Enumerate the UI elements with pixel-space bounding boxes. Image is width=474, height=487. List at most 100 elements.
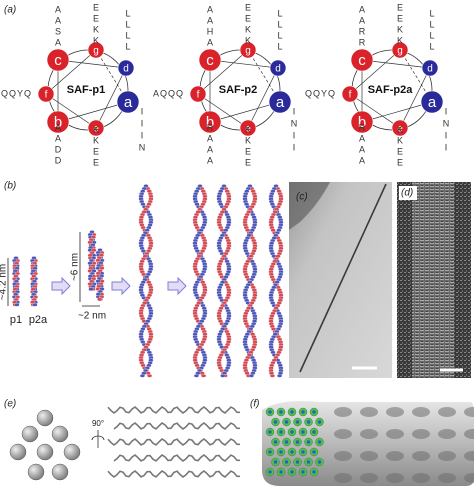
heptad-letter: a bbox=[428, 94, 437, 111]
sequence-residue: I bbox=[445, 142, 448, 152]
sequence-residue: E bbox=[245, 13, 251, 23]
tube-groove bbox=[334, 451, 352, 461]
arrow bbox=[167, 276, 187, 296]
sequence-residue: N bbox=[139, 142, 146, 152]
wheel-connector bbox=[209, 59, 279, 69]
coiled-coil bbox=[138, 184, 154, 378]
fibril-core bbox=[301, 430, 305, 434]
fibril-core bbox=[268, 470, 272, 474]
heptad-letter: f bbox=[349, 90, 352, 101]
sequence-residue: L bbox=[429, 41, 434, 51]
sequence-residue: K bbox=[93, 24, 99, 34]
heptad-letter: g bbox=[245, 46, 251, 57]
fibril-core bbox=[268, 430, 272, 434]
helix-cross-section bbox=[36, 443, 54, 461]
sequence-residue: K bbox=[93, 35, 99, 45]
fibril-core bbox=[306, 440, 311, 444]
fibril-core bbox=[317, 460, 322, 464]
heptad-position bbox=[239, 41, 257, 59]
sequence-residue: A bbox=[207, 155, 213, 165]
sequence-residue: A bbox=[207, 144, 213, 154]
coiled-coil bbox=[11, 256, 21, 307]
sequence-residue: A bbox=[359, 144, 365, 154]
sequence-residue: A bbox=[55, 4, 61, 14]
sequence-residue: E bbox=[93, 2, 99, 12]
sequence-residue: S bbox=[55, 26, 61, 36]
sequence-residue: I bbox=[141, 118, 144, 128]
heptad-letter: e bbox=[93, 124, 99, 135]
peptide-name: SAF-p2a bbox=[368, 84, 414, 96]
heptad-position bbox=[189, 85, 207, 103]
fibril-core bbox=[317, 440, 322, 444]
fibril-core bbox=[290, 410, 294, 414]
sequence-residue: D bbox=[55, 155, 62, 165]
sequence-residue: R bbox=[207, 122, 214, 132]
heptad-position bbox=[268, 90, 292, 114]
wheel-connector bbox=[349, 93, 401, 129]
sequence-residue: A bbox=[55, 15, 61, 25]
tube-groove bbox=[464, 429, 474, 439]
heptad-letter: d bbox=[427, 64, 433, 75]
helix-cross-section bbox=[63, 443, 81, 461]
helix-residue bbox=[88, 287, 94, 291]
wheel-connector bbox=[209, 101, 281, 123]
sequence-residue: I bbox=[293, 106, 296, 116]
sequence-residue: L bbox=[429, 8, 434, 18]
tube-groove bbox=[360, 473, 378, 483]
sequence-residue: L bbox=[125, 30, 130, 40]
fibril-core bbox=[295, 440, 300, 444]
rotation-label: 90° bbox=[92, 419, 104, 428]
tube-groove bbox=[412, 473, 430, 483]
wheel-connector bbox=[95, 67, 127, 129]
peptide-name: SAF-p2 bbox=[219, 84, 258, 96]
tube-groove bbox=[438, 429, 456, 439]
heptad-letter: e bbox=[245, 124, 251, 135]
helix-residue bbox=[248, 374, 254, 378]
wheel-connector bbox=[197, 49, 249, 95]
coiled-coil bbox=[95, 248, 105, 302]
panel-label: (d) bbox=[401, 188, 413, 199]
tube-groove bbox=[412, 451, 430, 461]
sequence-residue: A bbox=[359, 4, 365, 14]
tube-groove bbox=[438, 451, 456, 461]
heptad-position bbox=[117, 59, 135, 77]
wheel-connector bbox=[45, 49, 97, 95]
wheel-connector bbox=[57, 59, 127, 69]
heptad-letter: f bbox=[197, 90, 200, 101]
tube-groove bbox=[438, 473, 456, 483]
sequence-residue: N bbox=[291, 118, 298, 128]
sequence-residue: E bbox=[245, 157, 251, 167]
fibre bbox=[412, 182, 454, 378]
sequence-residues: AQQQ bbox=[153, 88, 184, 98]
heptad-letter: a bbox=[124, 94, 133, 111]
panel-label: (f) bbox=[250, 399, 259, 410]
helix-residue bbox=[201, 374, 207, 378]
sequence-residue: K bbox=[245, 24, 251, 34]
sequence-residue: L bbox=[125, 41, 130, 51]
heptad-position bbox=[46, 110, 70, 134]
sequence-residue: A bbox=[55, 122, 61, 132]
tube-groove bbox=[334, 473, 352, 483]
wheel-connector bbox=[45, 93, 97, 129]
sequence-residue: K bbox=[245, 124, 251, 134]
helix-rod bbox=[107, 437, 241, 447]
tube-groove bbox=[464, 473, 474, 483]
heptad-letter: e bbox=[397, 124, 403, 135]
heptad-letter: c bbox=[206, 52, 214, 69]
fibril-core bbox=[295, 420, 300, 424]
wheel-connector bbox=[57, 101, 129, 123]
helix-cross-section bbox=[51, 425, 69, 443]
tube-groove bbox=[360, 451, 378, 461]
coiled-coil bbox=[29, 256, 39, 307]
heptad-letter: c bbox=[358, 52, 366, 69]
sequence-residue: D bbox=[55, 144, 62, 154]
tube-groove bbox=[438, 407, 456, 417]
micrograph-c bbox=[289, 182, 392, 378]
sequence-residue: L bbox=[125, 19, 130, 29]
peptide-name: SAF-p1 bbox=[67, 84, 106, 96]
fibril-core bbox=[284, 420, 289, 424]
helix-cross-section bbox=[27, 463, 45, 481]
fibril-core bbox=[268, 410, 272, 414]
sequence-residue: E bbox=[397, 146, 403, 156]
